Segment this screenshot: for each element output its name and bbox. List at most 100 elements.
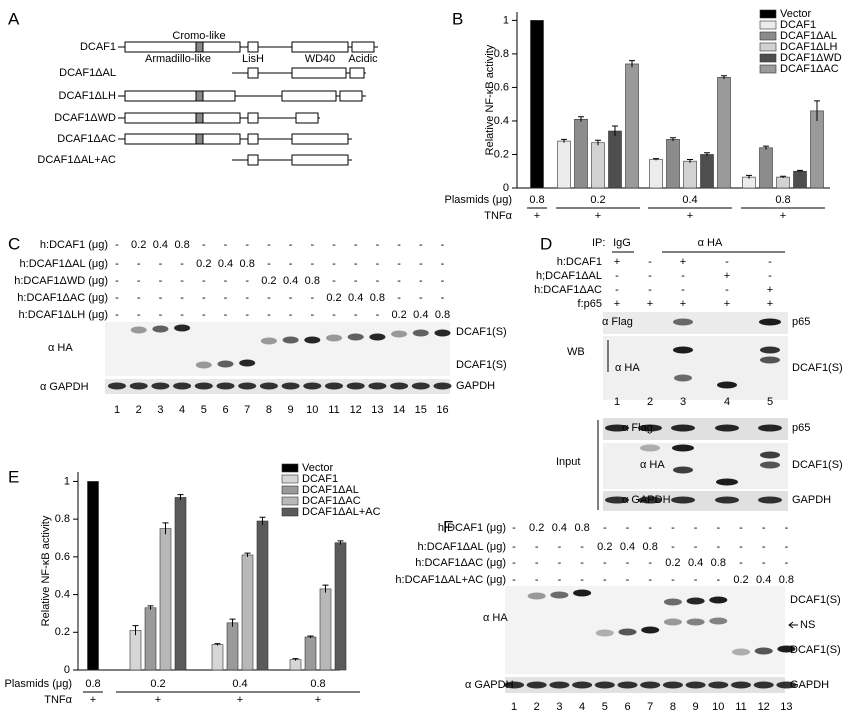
blot-band [716, 478, 738, 486]
blot-band [304, 336, 321, 344]
lane-number: 5 [602, 701, 608, 713]
panel-letter: D [540, 234, 552, 253]
row-cell: - [671, 522, 675, 534]
legend-swatch [281, 463, 299, 473]
domain-label: WD40 [305, 53, 336, 65]
error-bar [229, 618, 236, 627]
blot-band [663, 618, 682, 626]
bar [608, 130, 622, 189]
blot-band [238, 382, 257, 390]
blot-band [347, 333, 364, 341]
domain-label: LisH [242, 53, 264, 65]
error-bar [259, 516, 266, 525]
lane-number: 5 [201, 404, 207, 416]
legend-swatch [759, 42, 777, 52]
row-cell: - [224, 239, 228, 251]
blot-band [759, 318, 781, 326]
treatment-mark: + [780, 210, 786, 222]
blot-band [325, 382, 343, 390]
row-cell: - [376, 258, 380, 270]
row-cell: - [159, 309, 163, 321]
legend-label: DCAF1ΔAL [302, 484, 359, 496]
legend-swatch [759, 31, 777, 41]
row-cell: - [137, 292, 141, 304]
row-cell: - [267, 309, 271, 321]
lane-number: 13 [780, 701, 792, 713]
blot-band [594, 681, 615, 689]
row-cell: - [694, 574, 698, 586]
blot-band [715, 496, 739, 504]
domain-box [247, 112, 259, 124]
lane-number: 6 [222, 404, 228, 416]
row-cell: - [739, 541, 743, 553]
blot-band [195, 361, 212, 369]
lane-number: 13 [371, 404, 383, 416]
error-bar [670, 137, 676, 142]
blot-band [686, 618, 705, 626]
bar [241, 554, 254, 671]
blot-band [760, 356, 780, 364]
blot-band [527, 592, 546, 600]
domain-label: Cromo-like [172, 30, 225, 42]
legend-label: DCAF1 [302, 473, 338, 485]
blot-band [754, 647, 773, 655]
x-category-label: 0.2 [590, 194, 605, 206]
lane-number: 12 [350, 404, 362, 416]
row-label: f:p65 [578, 298, 602, 310]
row-cell: 0.2 [733, 574, 748, 586]
blot-band [595, 629, 614, 637]
x-category-label: 0.4 [682, 194, 697, 206]
blot-band [672, 444, 694, 452]
row-cell: - [354, 275, 358, 287]
blot-band [174, 324, 191, 332]
legend-swatch [759, 9, 777, 19]
row-cell: + [724, 270, 730, 282]
blot-band [776, 681, 797, 689]
blot-band [129, 382, 148, 390]
blot-band [671, 496, 695, 504]
lane-number: 15 [415, 404, 427, 416]
bar [810, 110, 824, 189]
legend-swatch [281, 474, 299, 484]
bar [759, 147, 773, 189]
row-cell: - [558, 557, 562, 569]
row-cell: - [115, 258, 119, 270]
legend-swatch [281, 485, 299, 495]
blot-band [504, 681, 524, 689]
row-cell: - [376, 309, 380, 321]
row-cell: 0.8 [174, 239, 189, 251]
blot-band [618, 628, 637, 636]
blot-band [390, 382, 409, 390]
row-cell: - [615, 270, 619, 282]
blot-band [715, 424, 739, 432]
blot-band [526, 681, 547, 689]
treatment-mark: + [595, 210, 601, 222]
row-cell: - [671, 541, 675, 553]
blot-band [709, 617, 728, 625]
antibody-label: α GAPDH [622, 494, 671, 506]
blot-band [130, 326, 147, 334]
row-cell: - [648, 270, 652, 282]
blot-band [617, 681, 638, 689]
error-bar [307, 635, 314, 638]
blot-background [603, 336, 788, 400]
blot-band [777, 645, 796, 653]
panel-letter: C [8, 234, 20, 253]
row-label: h:DCAF1ΔAL+AC (μg) [395, 574, 506, 586]
bar [211, 644, 224, 671]
blot-band [572, 681, 593, 689]
row-cell: 0.8 [643, 541, 658, 553]
row-cell: - [441, 258, 445, 270]
row-cell: - [785, 522, 789, 534]
row-cell: - [681, 284, 685, 296]
band-label: p65 [792, 422, 810, 434]
row-cell: - [397, 258, 401, 270]
error-bar [704, 152, 710, 157]
domain-box [124, 90, 236, 102]
bar [319, 588, 332, 671]
lane-number: 3 [680, 396, 686, 408]
bar [289, 659, 302, 671]
domain-box [247, 133, 259, 145]
bar [557, 140, 571, 189]
lane-number: 10 [712, 701, 724, 713]
